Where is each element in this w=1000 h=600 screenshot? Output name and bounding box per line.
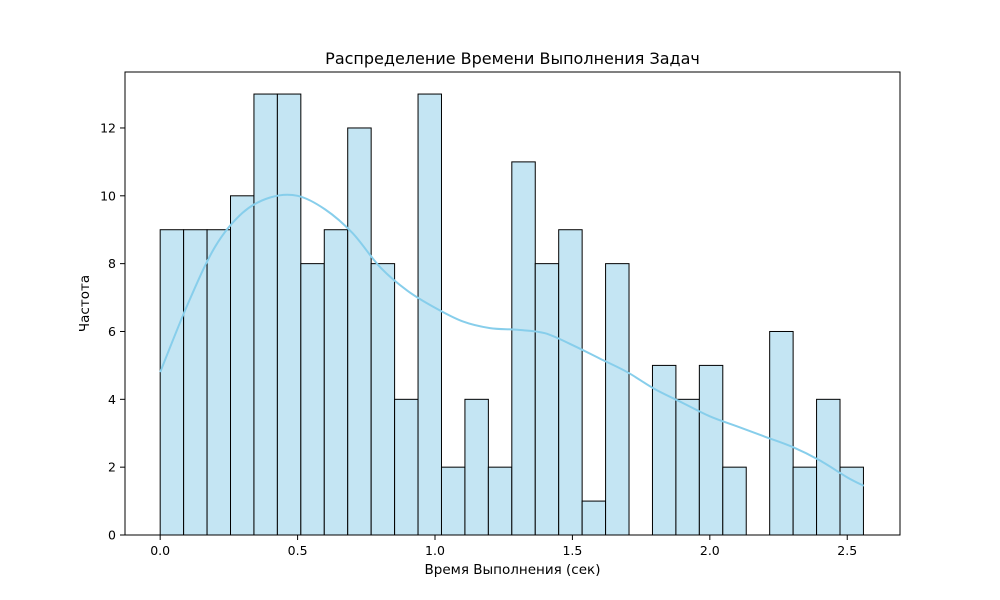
- y-tick-label: 12: [100, 120, 116, 135]
- histogram-bar: [769, 330, 794, 536]
- histogram-bar: [159, 229, 185, 536]
- histogram-bar: [323, 229, 349, 536]
- x-tick-label: 0.5: [288, 543, 308, 558]
- histogram-bar: [534, 263, 560, 536]
- histogram-bar: [206, 229, 232, 536]
- histogram-bar: [276, 93, 302, 536]
- chart-title: Распределение Времени Выполнения Задач: [325, 49, 700, 68]
- histogram-bar: [675, 398, 700, 536]
- x-tick-label: 1.0: [425, 543, 445, 558]
- y-tick-label: 2: [108, 460, 116, 475]
- y-axis-label: Частота: [77, 275, 93, 332]
- histogram-bar: [253, 93, 278, 536]
- histogram-bar: [816, 398, 841, 536]
- histogram-bar: [417, 93, 442, 536]
- x-axis-label: Время Выполнения (сек): [425, 562, 601, 578]
- histogram-bar: [300, 263, 325, 536]
- x-tick-label: 2.5: [837, 543, 857, 558]
- y-tick-label: 4: [108, 392, 116, 407]
- y-tick-label: 0: [108, 528, 116, 543]
- y-tick-label: 10: [100, 188, 116, 203]
- histogram-bar: [347, 127, 372, 536]
- x-tick-label: 1.5: [562, 543, 582, 558]
- y-tick-label: 6: [108, 324, 116, 339]
- histogram-bar: [440, 466, 466, 536]
- kde-curve: [159, 193, 865, 487]
- histogram-bar: [511, 161, 536, 536]
- histogram-bar: [230, 195, 255, 536]
- histogram-bar: [558, 229, 583, 536]
- y-axis-ticks: 0 2 4 6 8 10 12: [100, 120, 125, 543]
- histogram-bar: [183, 229, 208, 536]
- histogram-bar: [839, 466, 864, 536]
- histogram-bar: [394, 398, 419, 536]
- y-tick-label: 8: [108, 256, 116, 271]
- histogram-bars: [159, 93, 864, 536]
- histogram-bar: [605, 263, 630, 536]
- histogram-bar: [698, 364, 724, 536]
- x-tick-label: 0.0: [150, 543, 170, 558]
- histogram-bar: [487, 466, 513, 536]
- histogram-bar: [464, 398, 489, 536]
- x-tick-label: 2.0: [700, 543, 720, 558]
- plot-frame: [124, 71, 901, 536]
- histogram-bar: [792, 466, 818, 536]
- histogram-bar: [370, 263, 396, 536]
- histogram-bar: [581, 500, 607, 536]
- histogram-bar: [722, 466, 747, 536]
- x-axis-ticks: 0.0 0.5 1.0 1.5 2.0 2.5: [150, 535, 857, 558]
